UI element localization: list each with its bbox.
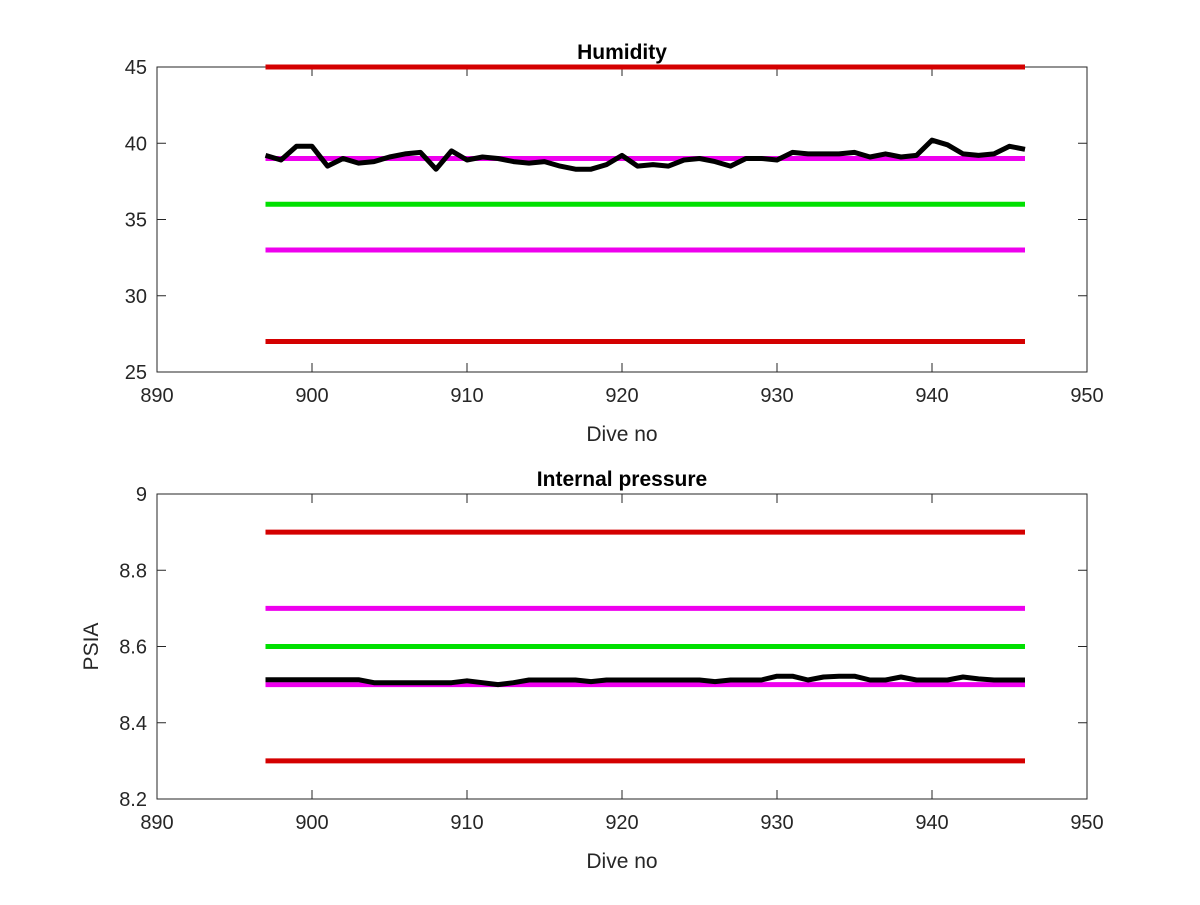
y-tick-label: 8.6 <box>119 637 147 659</box>
x-tick-label: 900 <box>295 385 328 407</box>
chart-title: Humidity <box>577 41 667 64</box>
x-axis-label: Dive no <box>586 423 657 446</box>
x-tick-label: 890 <box>140 812 173 834</box>
x-axis-label: Dive no <box>586 850 657 873</box>
x-tick-label: 890 <box>140 385 173 407</box>
x-tick-label: 930 <box>760 812 793 834</box>
x-tick-label: 950 <box>1070 385 1103 407</box>
chart-2: 890 900 910 920 930 940 950 8.2 8.4 8.6 8.8 9 Intern… <box>80 468 1104 873</box>
y-tick-label: 8.4 <box>119 713 147 735</box>
y-tick-label: 35 <box>125 210 147 232</box>
chart-1: 890 900 910 920 930 940 950 25 30 35 40 45 Humidity D… <box>125 41 1104 446</box>
x-tick-label: 920 <box>605 385 638 407</box>
series-line-6 <box>264 137 1026 172</box>
y-tick-label: 8.2 <box>119 789 147 811</box>
plot-area <box>156 66 1088 373</box>
x-tick-label: 910 <box>450 385 483 407</box>
series-line-6 <box>265 673 1025 688</box>
x-tick-label: 940 <box>915 812 948 834</box>
chart-title: Internal pressure <box>537 468 707 491</box>
x-tick-label: 910 <box>450 812 483 834</box>
x-tick-label: 920 <box>605 812 638 834</box>
y-tick-label: 9 <box>136 484 147 506</box>
x-tick-label: 930 <box>760 385 793 407</box>
y-tick-label: 30 <box>125 286 147 308</box>
y-axis-label: PSIA <box>80 623 103 671</box>
y-tick-label: 25 <box>125 362 147 384</box>
x-tick-label: 900 <box>295 812 328 834</box>
x-tick-label: 950 <box>1070 812 1103 834</box>
y-tick-label: 45 <box>125 57 147 79</box>
x-tick-label: 940 <box>915 385 948 407</box>
y-tick-label: 8.8 <box>119 560 147 582</box>
y-tick-label: 40 <box>125 133 147 155</box>
